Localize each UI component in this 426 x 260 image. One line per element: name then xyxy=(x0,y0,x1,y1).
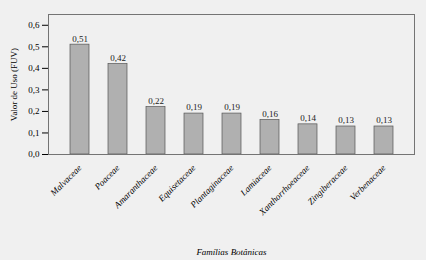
svg-text:0,19: 0,19 xyxy=(224,102,240,112)
svg-text:0,13: 0,13 xyxy=(376,115,392,125)
svg-text:0,2: 0,2 xyxy=(28,106,39,116)
svg-text:0,5: 0,5 xyxy=(28,42,40,52)
svg-text:Poaceae: Poaceae xyxy=(92,163,122,193)
svg-text:Zingiberaceae: Zingiberaceae xyxy=(306,163,350,207)
svg-text:Valor de Uso (FUV): Valor de Uso (FUV) xyxy=(9,48,19,121)
svg-text:0,22: 0,22 xyxy=(148,96,164,106)
svg-text:Equisetaceae: Equisetaceae xyxy=(156,163,198,205)
svg-text:0,0: 0,0 xyxy=(28,149,40,159)
svg-text:0,51: 0,51 xyxy=(72,34,88,44)
svg-text:0,42: 0,42 xyxy=(110,53,126,63)
svg-text:Xanthorrhoeaceae: Xanthorrhoeaceae xyxy=(256,163,311,218)
svg-text:0,19: 0,19 xyxy=(186,102,202,112)
svg-text:0,13: 0,13 xyxy=(338,115,354,125)
svg-text:0,3: 0,3 xyxy=(28,85,40,95)
svg-text:Verbenaceae: Verbenaceae xyxy=(348,163,388,203)
svg-text:0,14: 0,14 xyxy=(300,113,316,123)
svg-text:Malvaceae: Malvaceae xyxy=(48,163,84,199)
svg-text:Amaranthaceae: Amaranthaceae xyxy=(111,163,159,211)
svg-text:0,4: 0,4 xyxy=(28,63,40,73)
svg-text:Lamiaceae: Lamiaceae xyxy=(238,163,274,199)
svg-text:0,6: 0,6 xyxy=(28,20,40,30)
svg-text:Famílias Botânicas: Famílias Botânicas xyxy=(195,247,267,257)
svg-text:0,1: 0,1 xyxy=(28,128,39,138)
svg-text:Plantaginaceae: Plantaginaceae xyxy=(188,163,236,211)
svg-text:0,16: 0,16 xyxy=(262,109,278,119)
